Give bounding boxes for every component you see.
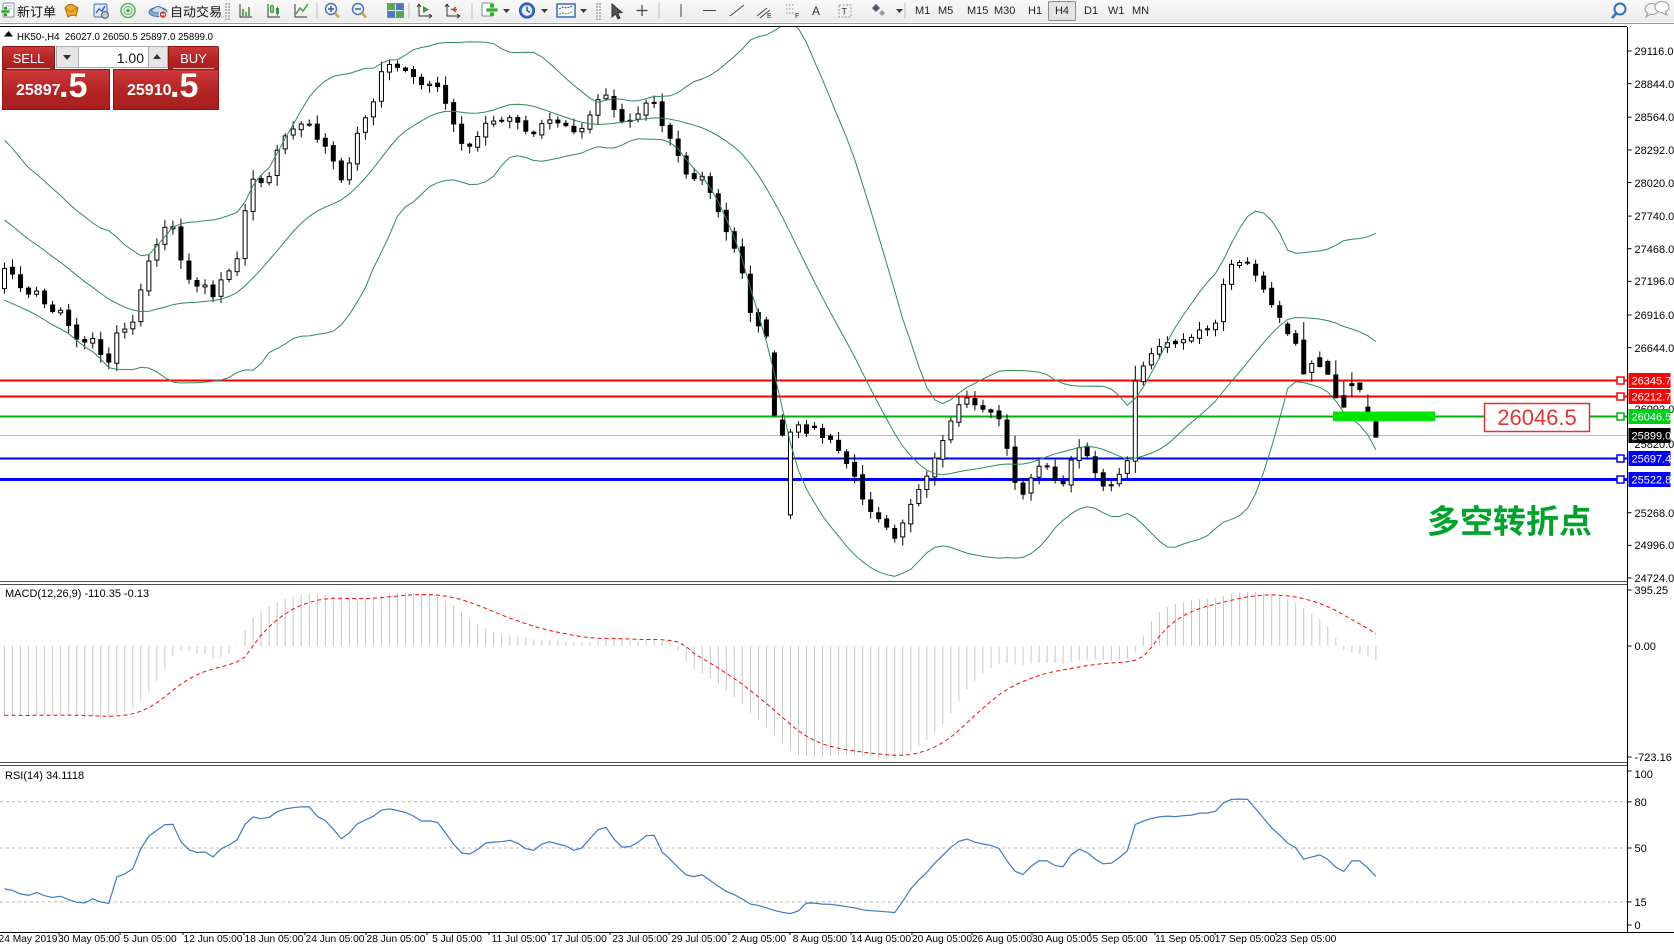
svg-text:11 Jul 05:00: 11 Jul 05:00 (492, 934, 547, 945)
svg-text:100: 100 (1635, 769, 1653, 781)
svg-text:17 Sep 05:00: 17 Sep 05:00 (1215, 934, 1276, 945)
svg-text:0.00: 0.00 (1635, 641, 1656, 653)
svg-text:28 Jun 05:00: 28 Jun 05:00 (367, 934, 426, 945)
svg-text:26 Aug 05:00: 26 Aug 05:00 (972, 934, 1032, 945)
svg-text:26212.7: 26212.7 (1632, 392, 1672, 404)
svg-text:26046.5: 26046.5 (1632, 412, 1672, 424)
svg-text:27740.0: 27740.0 (1635, 211, 1674, 223)
svg-text:30 Aug 05:00: 30 Aug 05:00 (1032, 934, 1092, 945)
svg-text:28292.0: 28292.0 (1635, 145, 1674, 157)
svg-text:23 Jul 05:00: 23 Jul 05:00 (612, 934, 668, 945)
svg-text:25522.8: 25522.8 (1632, 475, 1672, 487)
svg-text:23 Sep 05:00: 23 Sep 05:00 (1276, 934, 1337, 945)
svg-text:14 Aug 05:00: 14 Aug 05:00 (851, 934, 911, 945)
svg-text:8 Aug 05:00: 8 Aug 05:00 (793, 934, 848, 945)
svg-text:5 Sep 05:00: 5 Sep 05:00 (1093, 934, 1148, 945)
svg-text:E: E (767, 13, 772, 20)
svg-text:29 Jul 05:00: 29 Jul 05:00 (671, 934, 727, 945)
svg-text:24 May 2019: 24 May 2019 (0, 934, 58, 945)
svg-text:26916.0: 26916.0 (1635, 310, 1674, 322)
svg-text:24 Jun 05:00: 24 Jun 05:00 (306, 934, 365, 945)
svg-text:MACD(12,26,9) -110.35 -0.13: MACD(12,26,9) -110.35 -0.13 (5, 588, 149, 600)
svg-text:-723.16: -723.16 (1635, 752, 1672, 764)
svg-text:12 Jun 05:00: 12 Jun 05:00 (184, 934, 243, 945)
svg-text:27468.0: 27468.0 (1635, 244, 1674, 256)
svg-text:2 Aug 05:00: 2 Aug 05:00 (732, 934, 787, 945)
svg-text:24996.0: 24996.0 (1635, 540, 1674, 552)
svg-text:F: F (795, 13, 799, 20)
svg-text:11 Sep 05:00: 11 Sep 05:00 (1155, 934, 1215, 945)
svg-text:T: T (842, 7, 848, 17)
svg-text:27196.0: 27196.0 (1635, 276, 1674, 288)
svg-text:28020.0: 28020.0 (1635, 178, 1674, 190)
svg-text:26046.5: 26046.5 (1497, 405, 1577, 430)
svg-text:50: 50 (1635, 843, 1647, 855)
svg-text:A: A (812, 4, 820, 18)
svg-text:5 Jul 05:00: 5 Jul 05:00 (432, 934, 482, 945)
svg-text:26644.0: 26644.0 (1635, 343, 1674, 355)
svg-text:5 Jun 05:00: 5 Jun 05:00 (123, 934, 177, 945)
svg-text:29116.0: 29116.0 (1635, 46, 1674, 58)
svg-text:RSI(14) 34.1118: RSI(14) 34.1118 (5, 770, 84, 782)
svg-text:0: 0 (1635, 920, 1641, 932)
svg-text:17 Jul 05:00: 17 Jul 05:00 (551, 934, 607, 945)
svg-text:25697.4: 25697.4 (1632, 454, 1672, 466)
svg-text:25268.0: 25268.0 (1635, 508, 1674, 520)
svg-text:HK50-,H4 26027.0 26050.5 2589: HK50-,H4 26027.0 26050.5 25897.0 25899.0 (17, 32, 214, 43)
svg-text:80: 80 (1635, 797, 1647, 809)
svg-text:26345.7: 26345.7 (1632, 376, 1672, 388)
svg-text:18 Jun 05:00: 18 Jun 05:00 (245, 934, 304, 945)
svg-text:15: 15 (1635, 897, 1647, 909)
svg-text:28844.0: 28844.0 (1635, 79, 1674, 91)
svg-text:20 Aug 05:00: 20 Aug 05:00 (912, 934, 972, 945)
svg-text:28564.0: 28564.0 (1635, 112, 1674, 124)
svg-text:30 May 05:00: 30 May 05:00 (58, 934, 120, 945)
svg-text:395.25: 395.25 (1635, 585, 1669, 597)
svg-text:24724.0: 24724.0 (1635, 573, 1674, 585)
svg-text:25899.0: 25899.0 (1632, 431, 1672, 443)
